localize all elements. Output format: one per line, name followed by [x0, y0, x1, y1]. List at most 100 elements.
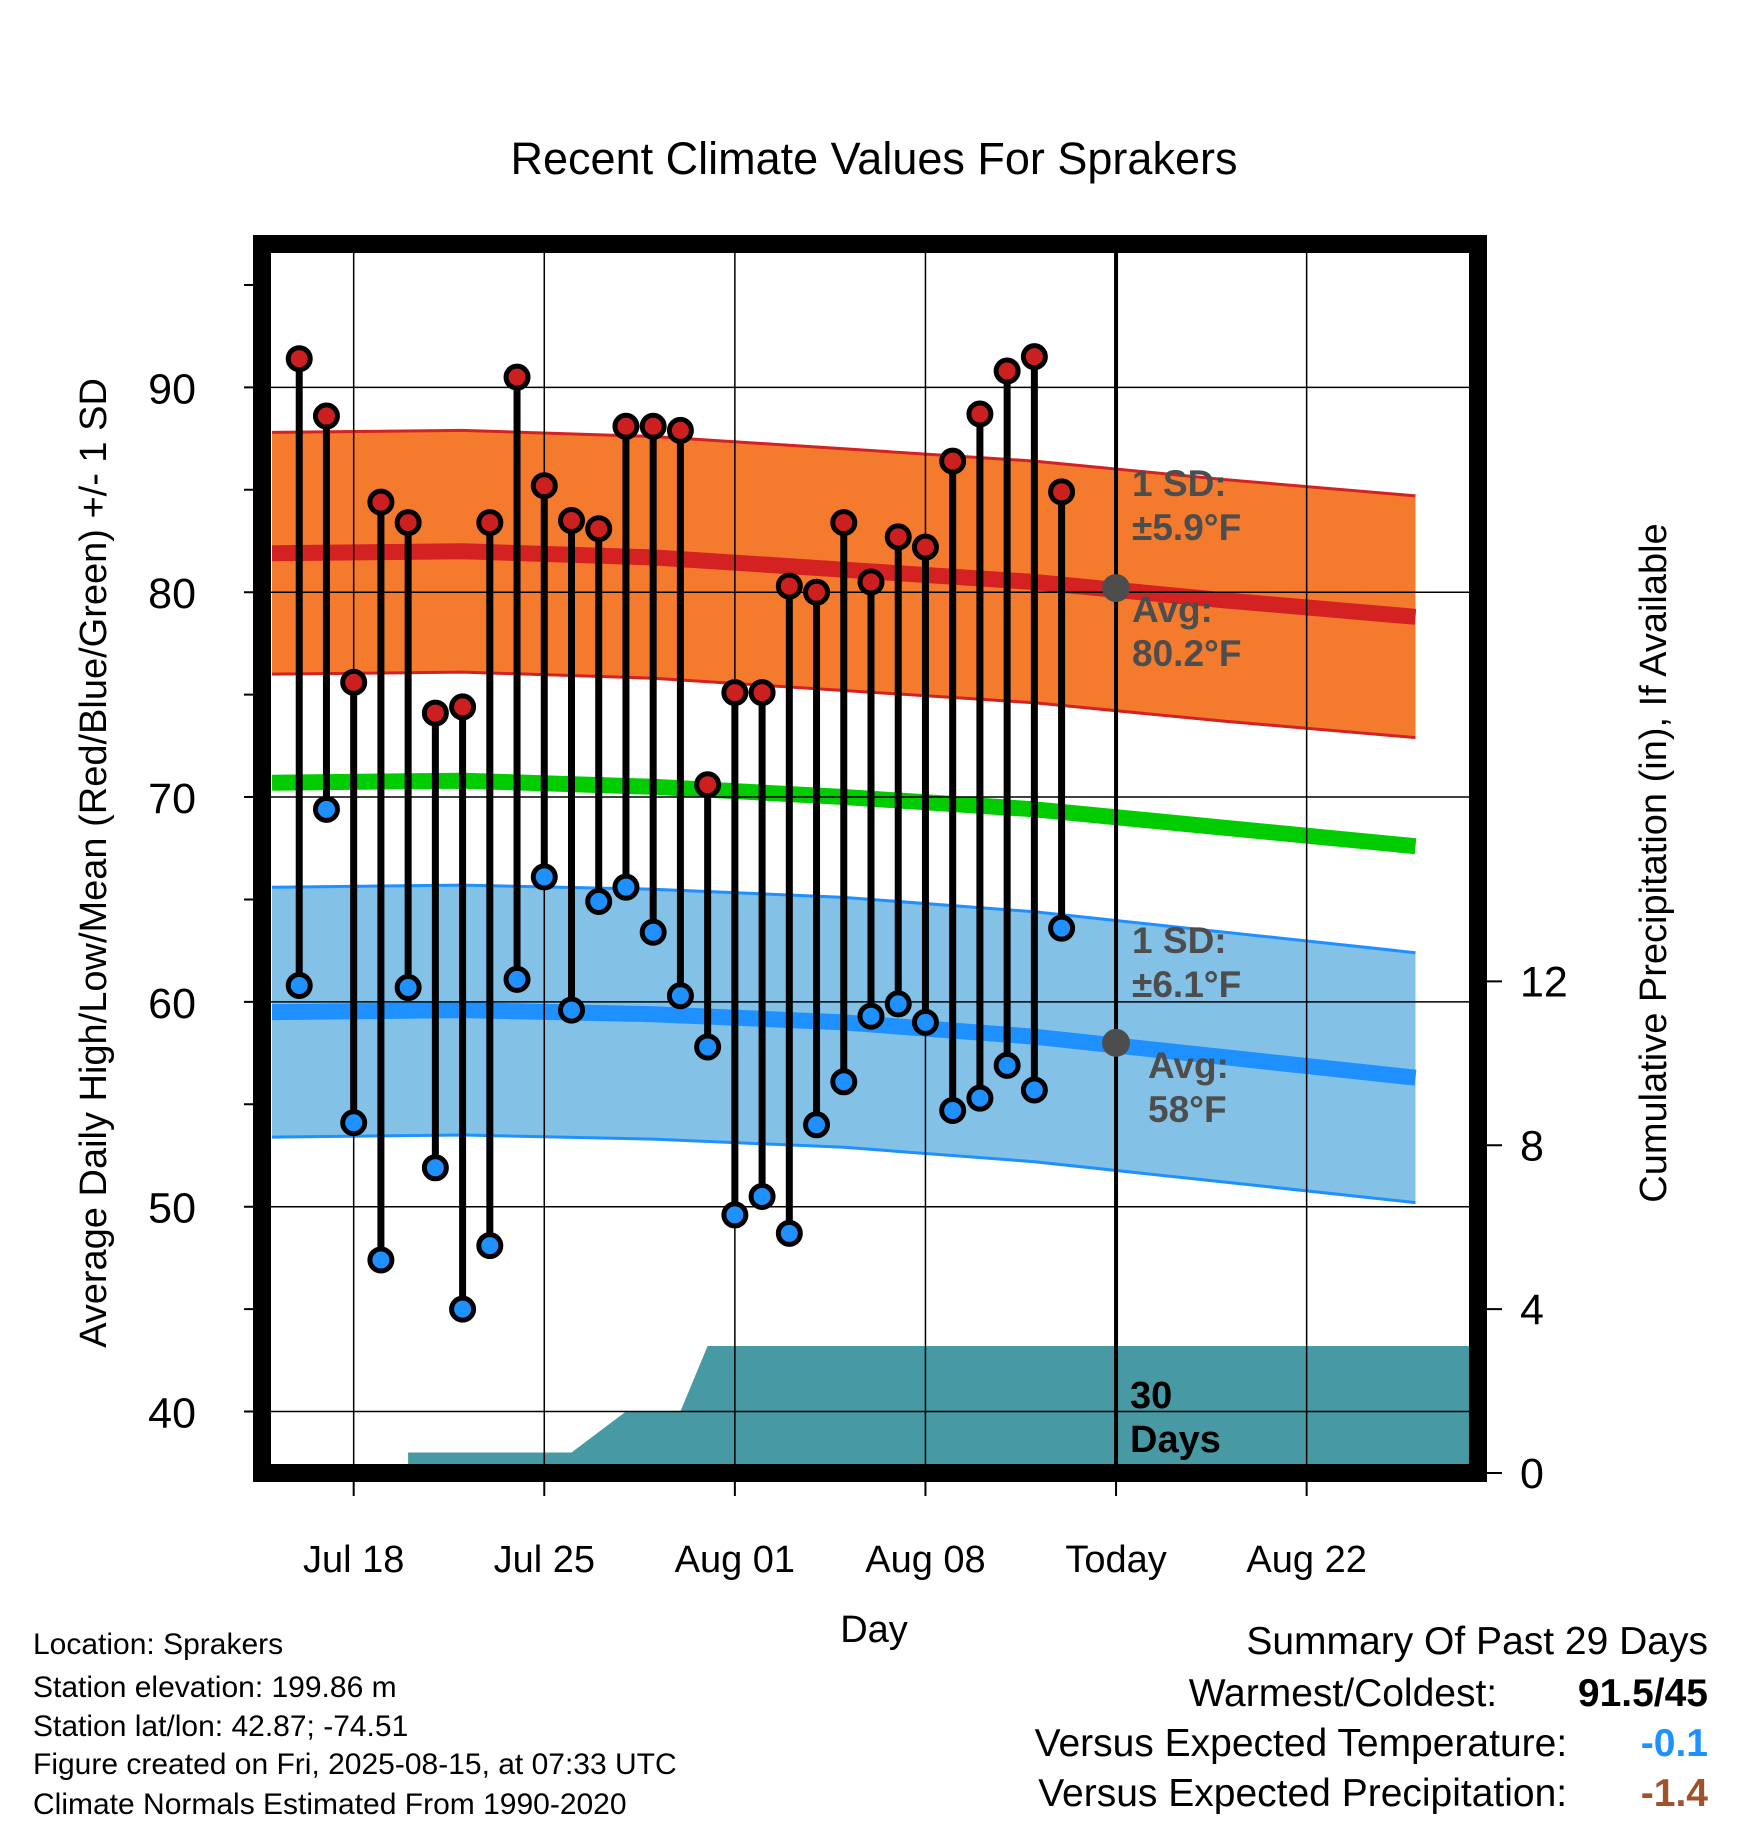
low-sd-annotation: 1 SD:: [1132, 920, 1227, 961]
x-tick-label: Aug 22: [1246, 1539, 1366, 1581]
today-avg-high-marker: [1102, 574, 1131, 603]
daily-high-point: [367, 488, 395, 516]
x-tick-label: Jul 25: [494, 1539, 595, 1581]
daily-low-point: [367, 1246, 395, 1274]
location-text: Location: Sprakers: [33, 1628, 284, 1661]
daily-low-point: [666, 982, 694, 1010]
summary-temp: Versus Expected Temperature: -0.1: [1035, 1722, 1708, 1766]
daily-high-point: [775, 572, 803, 600]
daily-high-point: [476, 509, 504, 537]
today-window-label-2: Days: [1130, 1419, 1221, 1461]
x-axis-label: Day: [840, 1609, 908, 1651]
daily-low-point: [476, 1232, 504, 1260]
daily-low-point: [721, 1201, 749, 1229]
warm-cold-label: Warmest/Coldest:: [1188, 1672, 1498, 1715]
elevation-text: Station elevation: 199.86 m: [33, 1671, 397, 1704]
daily-high-point: [530, 472, 558, 500]
created-text: Figure created on Fri, 2025-08-15, at 07…: [33, 1748, 677, 1781]
daily-high-point: [612, 412, 640, 440]
low-avg-annotation: Avg:: [1148, 1045, 1229, 1086]
daily-low-point: [830, 1068, 858, 1096]
y-tick-label: 40: [148, 1390, 196, 1438]
y2-tick-label: 12: [1520, 958, 1568, 1006]
daily-low-point: [966, 1084, 994, 1112]
daily-low-point: [503, 965, 531, 993]
high-sd-upper-line: [271, 428, 1416, 498]
today-window-label-1: 30: [1130, 1375, 1172, 1417]
daily-low-point: [911, 1008, 939, 1036]
daily-high-point: [421, 699, 449, 727]
daily-low-point: [421, 1154, 449, 1182]
chart-title: Recent Climate Values For Sprakers: [511, 133, 1238, 184]
daily-high-point: [503, 363, 531, 391]
daily-high-point: [1048, 478, 1076, 506]
y2-tick-label: 8: [1520, 1122, 1544, 1170]
daily-low-point: [884, 990, 912, 1018]
daily-low-point: [585, 888, 613, 916]
daily-low-point: [394, 974, 422, 1002]
daily-low-point: [857, 1002, 885, 1030]
y-tick-label: 70: [148, 775, 196, 823]
daily-low-point: [694, 1033, 722, 1061]
daily-high-point: [449, 693, 477, 721]
daily-high-point: [911, 533, 939, 561]
daily-low-point: [1048, 914, 1076, 942]
high-sd-annotation: ±5.9°F: [1132, 507, 1241, 548]
plot-frame: [253, 235, 1487, 1482]
daily-high-point: [340, 668, 368, 696]
daily-high-point: [558, 507, 585, 535]
daily-low-point: [285, 971, 313, 999]
summary-warm-cold: Warmest/Coldest: 91.5/45: [1189, 1672, 1708, 1716]
low-avg-annotation: 58°F: [1148, 1089, 1227, 1130]
daily-low-point: [939, 1096, 967, 1124]
daily-high-point: [966, 400, 994, 428]
summary-title: Summary Of Past 29 Days: [1246, 1620, 1708, 1663]
daily-high-point: [857, 568, 885, 596]
daily-high-point: [285, 345, 313, 373]
daily-high-point: [312, 402, 340, 430]
daily-low-point: [449, 1295, 477, 1323]
y-tick-label: 60: [148, 980, 196, 1028]
x-tick-label: Aug 01: [675, 1539, 795, 1581]
daily-high-point: [694, 771, 722, 799]
daily-low-point: [639, 918, 667, 946]
daily-high-point: [1020, 343, 1048, 371]
high-avg-annotation: Avg:: [1132, 589, 1213, 630]
daily-high-point: [666, 416, 694, 444]
x-tick-label: Today: [1065, 1539, 1166, 1581]
daily-low-point: [1020, 1076, 1048, 1104]
low-sd-annotation: ±6.1°F: [1132, 964, 1241, 1005]
precip-area: [272, 1346, 1470, 1473]
daily-high-point: [585, 515, 613, 543]
y-tick-label: 80: [148, 570, 196, 618]
daily-low-point: [340, 1109, 368, 1137]
y2-axis-label: Cumulative Precipitation (in), If Availa…: [1633, 523, 1675, 1202]
warm-cold-value: 91.5/45: [1577, 1672, 1708, 1715]
today-avg-low-marker: [1102, 1028, 1131, 1057]
y2-tick-label: 4: [1520, 1286, 1544, 1334]
normals-text: Climate Normals Estimated From 1990-2020: [33, 1788, 627, 1821]
x-tick-label: Jul 18: [303, 1539, 404, 1581]
daily-low-point: [530, 863, 558, 891]
daily-low-point: [993, 1051, 1021, 1079]
daily-high-point: [639, 412, 667, 440]
latlon-text: Station lat/lon: 42.87; -74.51: [33, 1710, 409, 1743]
y-axis-label: Average Daily High/Low/Mean (Red/Blue/Gr…: [73, 378, 115, 1348]
daily-high-point: [721, 679, 749, 707]
summary-precip: Versus Expected Precipitation: -1.4: [1038, 1772, 1708, 1816]
daily-low-point: [612, 873, 640, 901]
daily-low-point: [748, 1182, 776, 1210]
daily-low-point: [558, 996, 585, 1024]
daily-low-point: [775, 1219, 803, 1247]
daily-high-point: [748, 679, 776, 707]
daily-low-point: [312, 795, 340, 823]
daily-high-point: [884, 523, 912, 551]
daily-high-point: [830, 509, 858, 537]
daily-high-point: [803, 578, 831, 606]
temp-value: -0.1: [1640, 1722, 1708, 1765]
y2-tick-label: 0: [1520, 1450, 1544, 1498]
high-avg-annotation: 80.2°F: [1132, 633, 1241, 674]
daily-low-point: [803, 1111, 831, 1139]
